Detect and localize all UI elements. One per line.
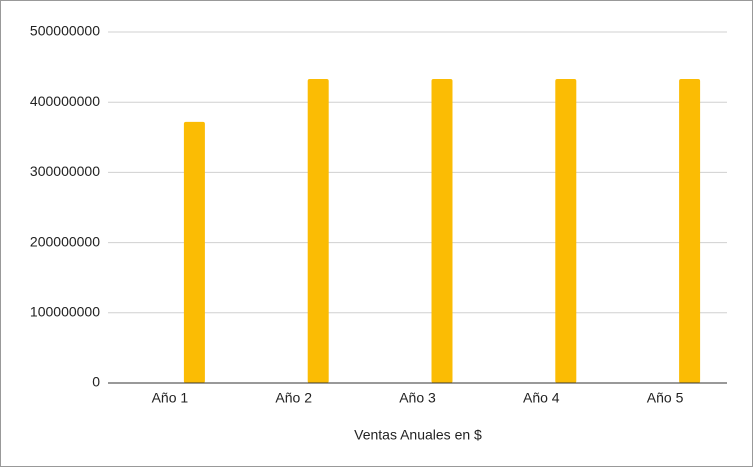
y-tick-label: 400000000 xyxy=(30,93,100,109)
y-tick-label: 200000000 xyxy=(30,233,100,249)
x-tick-label: Año 4 xyxy=(523,390,560,406)
y-tick-label: 500000000 xyxy=(30,23,100,39)
x-tick-label: Año 2 xyxy=(275,390,312,406)
bar xyxy=(307,79,329,383)
bar xyxy=(431,79,453,383)
y-tick-label: 300000000 xyxy=(30,163,100,179)
bar xyxy=(555,79,577,383)
bar xyxy=(679,79,701,383)
x-axis-label: Ventas Anuales en $ xyxy=(354,427,482,443)
y-tick-label: 100000000 xyxy=(30,304,100,320)
y-tick-label: 0 xyxy=(92,374,100,390)
x-tick-label: Año 1 xyxy=(152,390,189,406)
x-tick-label: Año 3 xyxy=(399,390,436,406)
bar xyxy=(183,121,205,383)
x-tick-label: Año 5 xyxy=(647,390,684,406)
